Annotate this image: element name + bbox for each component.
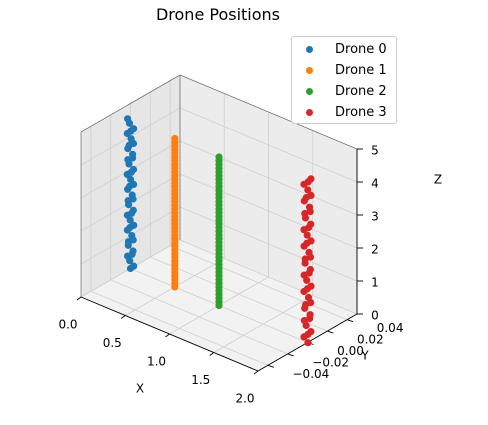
drone-3-point (304, 293, 313, 302)
legend-item-drone-1: Drone 1 (292, 60, 387, 80)
y-tick-label: −0.02 (312, 355, 349, 369)
z-tick-label: 0 (371, 309, 379, 323)
y-tick (267, 364, 275, 368)
drone-1-point (171, 134, 179, 143)
drone-0-point (129, 247, 137, 255)
y-axis-label: Y (360, 349, 369, 363)
x-tick-label: 0.0 (58, 318, 77, 332)
drone-3-point (303, 231, 311, 239)
z-gridline (179, 206, 358, 282)
drone-3-point (307, 237, 315, 245)
drone-3-point (306, 311, 314, 319)
drone-0-point (127, 135, 135, 143)
chart-title: Drone Positions (155, 5, 281, 24)
pane-edge (80, 74, 181, 133)
x-tick-label: 2.0 (235, 392, 254, 406)
legend-item-drone-2: Drone 2 (292, 81, 387, 101)
legend-marker (306, 108, 313, 116)
legend-marker (306, 66, 313, 74)
pane-edge (179, 74, 358, 150)
y-gridline (90, 290, 269, 366)
legend-label: Drone 1 (335, 62, 387, 78)
y-tick-label: 0.02 (357, 333, 384, 347)
drone-3-point (305, 203, 314, 211)
drone-0-point (130, 125, 138, 133)
drone-0-point (130, 262, 138, 270)
z-tick-label: 3 (371, 210, 379, 224)
z-axis-label: Z (434, 173, 442, 187)
drone-0-point (124, 115, 132, 123)
drone-0-point (129, 206, 137, 214)
y-tick-label: −0.04 (293, 367, 330, 381)
z-tick-label: 4 (371, 177, 379, 191)
legend-label: Drone 3 (335, 104, 387, 120)
drone-2-point (215, 153, 223, 161)
drone-0-point (130, 221, 138, 229)
x-tick (76, 296, 82, 301)
y-tick-label: 0.04 (377, 321, 404, 335)
x-tick-label: 1.0 (147, 355, 166, 369)
drone-3-point (305, 248, 313, 256)
drone-3-point (306, 265, 314, 274)
legend: Drone 0 Drone 1 Drone 2 Drone 3 (291, 36, 397, 124)
legend-label: Drone 2 (335, 83, 387, 99)
y-tick (346, 319, 354, 323)
z-tick-label: 2 (371, 243, 379, 257)
z-gridline (179, 173, 358, 249)
x-tick (165, 333, 170, 338)
z-tick-label: 1 (371, 276, 379, 290)
drone-3-point (307, 175, 315, 183)
legend-marker (306, 87, 313, 95)
z-gridline (179, 107, 358, 183)
drone-0-point (127, 175, 135, 184)
z-gridline (179, 239, 358, 315)
x-tick (120, 315, 126, 319)
drone-0-point (129, 150, 137, 158)
z-gridline (179, 140, 358, 216)
y-gridline (150, 256, 328, 332)
y-tick-label: 0.00 (337, 344, 364, 358)
z-tick-label: 5 (371, 144, 379, 158)
legend-item-drone-0: Drone 0 (292, 39, 387, 59)
x-axis-label: X (136, 382, 144, 396)
drone-3-point (304, 186, 312, 194)
legend-item-drone-3: Drone 3 (292, 102, 387, 122)
drone-3-point (307, 328, 315, 336)
drone-3-point (304, 339, 312, 347)
drone-3-point (307, 191, 315, 199)
legend-label: Drone 0 (335, 41, 387, 57)
x-tick-label: 1.5 (191, 373, 210, 387)
y-gridline (169, 245, 348, 321)
x-tick-label: 0.5 (103, 336, 122, 350)
y-tick (327, 330, 334, 334)
x-tick (253, 370, 259, 375)
drone-0-point (129, 165, 138, 174)
drone-0-point (128, 191, 136, 199)
drone-3-point (301, 209, 309, 218)
y-tick (287, 353, 294, 357)
y-gridline (110, 279, 288, 355)
drone-0-point (128, 232, 136, 240)
drone-3-point (307, 282, 315, 290)
x-tick (209, 352, 215, 356)
legend-marker (306, 45, 313, 53)
drone-3-point (307, 220, 315, 228)
